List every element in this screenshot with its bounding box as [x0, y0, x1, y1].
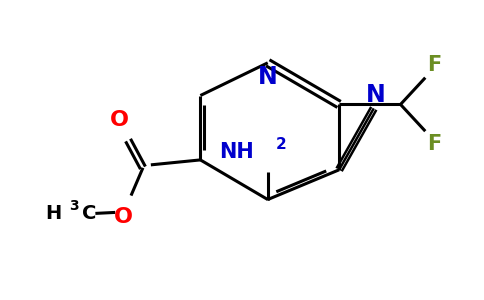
Text: F: F	[427, 134, 441, 154]
Text: C: C	[81, 204, 96, 223]
Text: 3: 3	[70, 200, 79, 213]
Text: N: N	[258, 65, 278, 89]
Text: O: O	[114, 207, 133, 227]
Text: 2: 2	[276, 137, 287, 152]
Text: F: F	[427, 55, 441, 75]
Text: H: H	[45, 204, 61, 223]
Text: NH: NH	[219, 142, 254, 162]
Text: O: O	[110, 110, 129, 130]
Text: N: N	[366, 82, 386, 106]
